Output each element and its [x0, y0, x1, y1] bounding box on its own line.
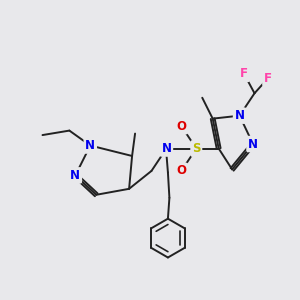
Text: N: N: [161, 142, 171, 155]
Text: N: N: [85, 139, 95, 152]
Text: N: N: [70, 169, 80, 182]
Text: F: F: [240, 68, 248, 80]
Text: S: S: [192, 142, 200, 155]
Text: N: N: [248, 137, 258, 151]
Text: O: O: [176, 164, 186, 177]
Text: N: N: [235, 109, 244, 122]
Text: F: F: [264, 72, 272, 85]
Text: O: O: [176, 120, 186, 133]
